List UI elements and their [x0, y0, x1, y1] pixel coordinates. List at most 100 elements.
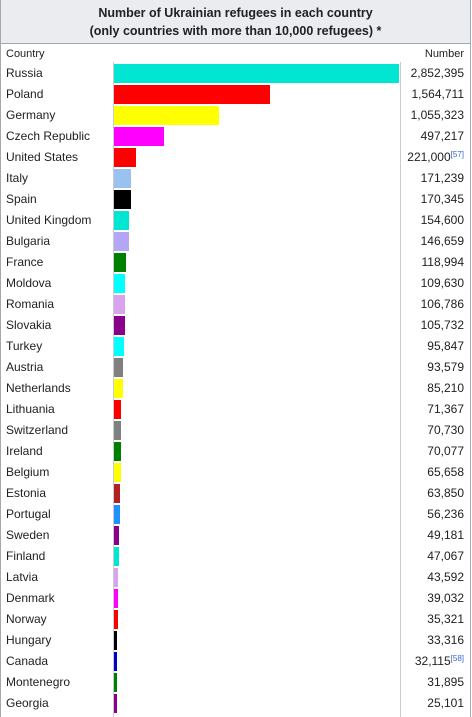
value-label: 56,236 — [427, 504, 464, 525]
bar — [114, 631, 117, 650]
country-label: Czech Republic — [6, 129, 91, 143]
value-text: 1,564,711 — [411, 87, 465, 101]
bar — [114, 421, 121, 440]
value-label: 35,321 — [427, 609, 464, 630]
value-text: 170,345 — [420, 192, 464, 206]
value-text: 146,659 — [420, 234, 464, 248]
bar — [114, 484, 120, 503]
value-label: 70,077 — [427, 441, 464, 462]
value-label: 154,600 — [421, 210, 464, 231]
value-label: 25,101 — [427, 693, 464, 714]
value-label: 47,067 — [427, 546, 464, 567]
citation-link[interactable]: [58] — [450, 654, 464, 663]
value-label: 2,852,395 — [411, 63, 464, 84]
value-text: 221,000 — [407, 150, 451, 164]
bar — [114, 253, 126, 272]
country-label: Poland — [6, 87, 44, 101]
value-label: 109,630 — [421, 273, 464, 294]
value-label: 1,055,323 — [411, 105, 464, 126]
column-header-country: Country — [6, 48, 45, 60]
value-text: 171,239 — [420, 171, 464, 185]
country-label: France — [6, 255, 44, 269]
value-text: 154,600 — [420, 213, 464, 227]
country-label: Estonia — [6, 486, 47, 500]
country-label: Russia — [6, 66, 43, 80]
country-label: Montenegro — [6, 675, 71, 689]
value-text: 65,658 — [427, 465, 464, 479]
value-label: 31,895 — [427, 672, 464, 693]
bar — [114, 463, 121, 482]
country-label: Turkey — [6, 339, 43, 353]
value-text: 497,217 — [420, 129, 464, 143]
country-label: Belgium — [6, 465, 50, 479]
country-label: Latvia — [6, 570, 39, 584]
value-label: 71,367 — [427, 399, 464, 420]
value-label: 146,659 — [421, 231, 464, 252]
bar — [114, 379, 123, 398]
value-text: 1,055,323 — [410, 108, 464, 122]
country-label: Italy — [6, 171, 29, 185]
country-label: Ireland — [6, 444, 43, 458]
bar — [114, 694, 117, 713]
bar — [114, 337, 124, 356]
value-label: 70,730 — [427, 420, 464, 441]
value-label: 1,564,711 — [412, 84, 465, 105]
country-label: Spain — [6, 192, 37, 206]
bar — [114, 505, 120, 524]
country-label: Georgia — [6, 696, 49, 710]
country-label: Finland — [6, 549, 46, 563]
bar — [114, 148, 136, 167]
value-text: 109,630 — [420, 276, 464, 290]
value-label: 118,994 — [422, 252, 465, 273]
bar — [114, 589, 118, 608]
value-text: 56,236 — [427, 507, 464, 521]
column-separator-right — [400, 62, 401, 717]
value-label: 93,579 — [427, 357, 464, 378]
country-label: Bulgaria — [6, 234, 51, 248]
value-text: 70,730 — [427, 423, 464, 437]
value-text: 118,994 — [421, 255, 465, 269]
country-label: Denmark — [6, 591, 55, 605]
value-text: 49,181 — [427, 528, 464, 542]
value-text: 71,367 — [427, 402, 464, 416]
value-label: 49,181 — [427, 525, 464, 546]
value-label: 63,850 — [427, 483, 464, 504]
value-label: 39,032 — [427, 588, 464, 609]
value-label: 170,345 — [421, 189, 464, 210]
value-label: 105,732 — [421, 315, 464, 336]
country-label: Germany — [6, 108, 56, 122]
bar — [114, 85, 270, 104]
citation-link[interactable]: [57] — [450, 150, 464, 159]
bar — [114, 274, 125, 293]
value-label: 95,847 — [427, 336, 464, 357]
bar — [114, 673, 117, 692]
bar — [114, 610, 118, 629]
bar — [114, 169, 131, 188]
value-text: 105,732 — [420, 318, 464, 332]
value-text: 95,847 — [427, 339, 464, 353]
bar — [114, 652, 117, 671]
value-text: 31,895 — [427, 675, 464, 689]
country-label: Hungary — [6, 633, 52, 647]
value-text: 85,210 — [427, 381, 464, 395]
country-label: Austria — [6, 360, 44, 374]
value-label: 497,217 — [421, 126, 464, 147]
value-label: 32,115[58] — [415, 651, 464, 672]
value-text: 93,579 — [427, 360, 464, 374]
bar — [114, 232, 129, 251]
value-label: 106,786 — [421, 294, 464, 315]
country-label: Lithuania — [6, 402, 55, 416]
value-text: 47,067 — [427, 549, 464, 563]
chart-title: Number of Ukrainian refugees in each cou… — [98, 6, 373, 20]
bar — [114, 400, 121, 419]
value-text: 33,316 — [427, 633, 464, 647]
country-label: United States — [6, 150, 79, 164]
value-label: 65,658 — [427, 462, 464, 483]
value-label: 171,239 — [421, 168, 464, 189]
country-label: Romania — [6, 297, 55, 311]
value-text: 25,101 — [427, 696, 464, 710]
chart-caption: Number of Ukrainian refugees in each cou… — [1, 0, 470, 44]
value-text: 39,032 — [427, 591, 464, 605]
column-header-number: Number — [424, 48, 464, 60]
